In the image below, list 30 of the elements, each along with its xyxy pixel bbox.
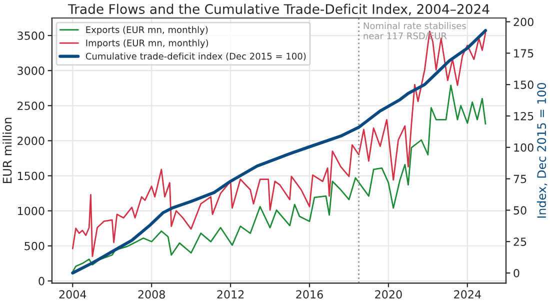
legend-label: Cumulative trade-deficit index (Dec 2015 = 100) [86, 52, 306, 61]
chart-title: Trade Flows and the Cumulative Trade-Deficit Index, 2004–2024 [68, 4, 490, 16]
y-tick-label: 500 [24, 242, 44, 250]
y-tick-label: 2500 [18, 102, 44, 110]
x-tick-label: 2020 [375, 290, 402, 299]
y-tick-label: 3000 [18, 66, 44, 75]
x-tick-label: 2012 [217, 290, 244, 299]
x-tick-label: 2004 [59, 290, 86, 299]
y2-tick-label: 200 [514, 18, 534, 26]
y-tick-label: 1000 [18, 206, 44, 216]
legend-label: Imports (EUR mn, monthly) [86, 39, 208, 48]
y2-tick-label: 125 [514, 112, 534, 120]
x-tick-label: 2008 [138, 290, 165, 299]
line-series [72, 84, 486, 273]
legend-label: Exports (EUR mn, monthly) [86, 26, 208, 35]
y-tick-label: 0 [38, 276, 44, 286]
y2-tick-label: 150 [514, 80, 534, 89]
y-tick-label: 3500 [18, 32, 44, 40]
y2-tick-label: 75 [514, 174, 526, 184]
y2-axis-title: Index, Dec 2015 = 100 [536, 83, 548, 218]
x-tick-label: 2024 [454, 290, 481, 299]
y2-tick-label: 175 [514, 49, 534, 58]
y-axis-title: EUR million [2, 118, 12, 184]
y-tick-label: 2000 [18, 136, 44, 146]
y-tick-label: 1500 [18, 172, 44, 180]
y2-tick-label: 0 [514, 268, 520, 278]
y2-tick-label: 25 [514, 238, 526, 246]
x-tick-label: 2016 [296, 290, 323, 299]
y2-tick-label: 50 [514, 206, 526, 215]
y2-tick-label: 100 [514, 143, 534, 152]
